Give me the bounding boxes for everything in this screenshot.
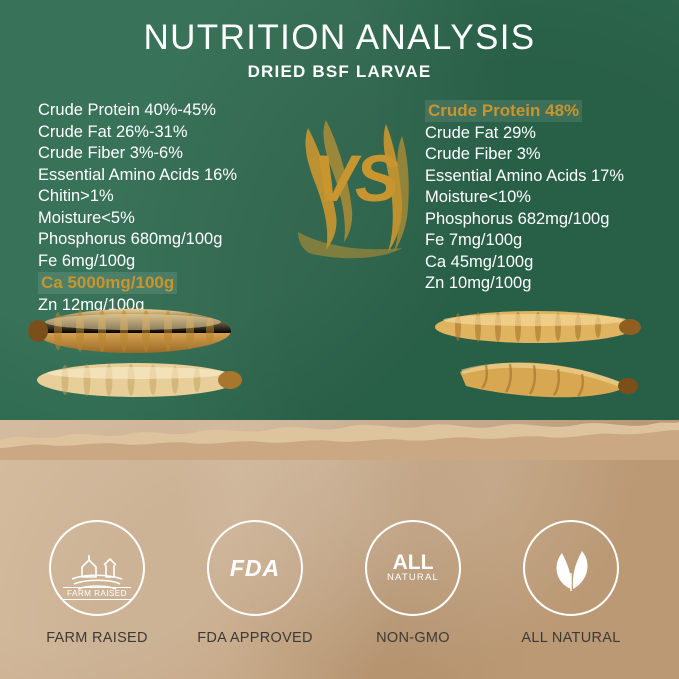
badge-farm-raised: FARM RAISED FARM RAISED — [22, 520, 172, 646]
nutrition-line-text: Ca 45mg/100g — [425, 252, 534, 271]
nutrition-line: Essential Amino Acids 16% — [38, 165, 338, 187]
nutrition-line-text: Phosphorus 682mg/100g — [425, 209, 610, 228]
nutrition-line-text: Zn 10mg/100g — [425, 274, 532, 292]
nutrition-line: Ca 45mg/100g — [425, 252, 679, 274]
nutrition-line-text: Moisture<5% — [38, 208, 135, 227]
nutrition-line: Fe 6mg/100g — [38, 251, 338, 273]
nutrition-line-text: Crude Fat 26%-31% — [38, 122, 188, 141]
right-nutrition-column: Crude Protein 48% Crude Fat 29% Crude Fibe… — [425, 100, 679, 295]
nutrition-line-text: Moisture<10% — [425, 188, 531, 206]
non-gmo-circle: ALL NATURAL — [365, 520, 461, 616]
farm-raised-circle: FARM RAISED — [49, 520, 145, 616]
nutrition-line-text: Phosphorus 680mg/100g — [38, 230, 223, 248]
nutrition-line-text: Fe 7mg/100g — [425, 231, 523, 249]
nutrition-line: Zn 12mg/100g — [38, 295, 338, 317]
nutrition-line: Crude Protein 40%-45% — [38, 100, 338, 122]
brush-stroke-icon — [298, 120, 409, 259]
torn-paper-edge — [0, 422, 679, 460]
nutrition-line: Crude Fat 29% — [425, 123, 679, 145]
nutrition-line: Chitin>1% — [38, 186, 338, 208]
mealworm-illustration-right-2 — [460, 362, 638, 398]
vs-badge: VS — [290, 110, 420, 270]
left-nutrition-column: Crude Protein 40%-45% Crude Fat 26%-31% Cr… — [38, 100, 338, 316]
bsf-larva-illustration-left-1 — [28, 309, 231, 353]
nutrition-line: Fe 7mg/100g — [425, 230, 679, 252]
nutrition-line: Crude Fiber 3%-6% — [38, 143, 338, 165]
nutrition-line-text: Essential Amino Acids 16% — [38, 165, 238, 184]
nutrition-line-text: Fe 6mg/100g — [38, 251, 136, 270]
page-title: NUTRITION ANALYSIS — [143, 18, 536, 57]
nutrition-line: Phosphorus 680mg/100g — [38, 229, 338, 251]
badge-caption: NON-GMO — [376, 630, 450, 646]
nutrition-line: Moisture<5% — [38, 208, 338, 230]
nutrition-line: Crude Fat 26%-31% — [38, 122, 338, 144]
nutrition-line-text: Crude Fiber 3% — [425, 145, 541, 163]
all-natural-subtext: NATURAL — [386, 572, 440, 583]
certification-badges: FARM RAISED FARM RAISED FDA FDA APPROVED… — [0, 520, 679, 660]
leaf-icon — [556, 551, 588, 591]
nutrition-line: Essential Amino Acids 17% — [425, 166, 679, 188]
page-subtitle: DRIED BSF LARVAE — [247, 62, 432, 81]
badge-caption: FARM RAISED — [46, 630, 148, 646]
nutrition-line: Crude Fiber 3% — [425, 144, 679, 166]
badge-caption: ALL NATURAL — [521, 630, 621, 646]
fda-circle: FDA — [207, 520, 303, 616]
farm-raised-ribbon: FARM RAISED — [63, 587, 131, 600]
all-natural-text-icon: ALL — [392, 551, 434, 574]
nutrition-line-text: Crude Protein 40%-45% — [38, 101, 216, 119]
nutrition-line: Zn 10mg/100g — [425, 273, 679, 295]
nutrition-line-text: Essential Amino Acids 17% — [425, 166, 625, 185]
nutrition-line: Crude Protein 48% — [425, 100, 679, 123]
mealworm-illustration-right-1 — [435, 311, 641, 343]
nutrition-line: Ca 5000mg/100g — [38, 272, 338, 295]
nutrition-line: Phosphorus 682mg/100g — [425, 209, 679, 231]
nutrition-line: Moisture<10% — [425, 187, 679, 209]
badge-caption: FDA APPROVED — [197, 630, 313, 646]
badge-non-gmo: ALL NATURAL NON-GMO — [338, 520, 488, 646]
nutrition-line-highlight: Ca 5000mg/100g — [38, 272, 178, 294]
badge-all-natural: ALL NATURAL — [496, 520, 646, 646]
all-natural-circle — [523, 520, 619, 616]
nutrition-line-text: Zn 12mg/100g — [38, 295, 145, 314]
fda-text-icon: FDA — [229, 554, 281, 581]
nutrition-line-text: Chitin>1% — [38, 187, 114, 205]
bsf-larva-illustration-left-2 — [37, 363, 242, 397]
farm-barn-icon — [71, 555, 123, 590]
nutrition-line-text: Crude Fat 29% — [425, 123, 536, 142]
vs-label: VS — [312, 141, 399, 215]
nutrition-line-highlight: Crude Protein 48% — [425, 100, 583, 122]
nutrition-line-text: Crude Fiber 3%-6% — [38, 144, 183, 162]
badge-fda-approved: FDA FDA APPROVED — [180, 520, 330, 646]
green-background-panel — [0, 0, 679, 436]
